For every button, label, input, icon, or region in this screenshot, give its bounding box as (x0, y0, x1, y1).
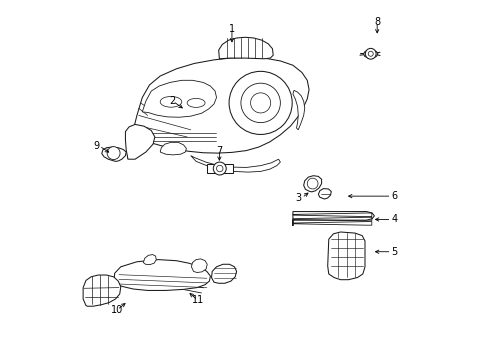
Text: 9: 9 (93, 141, 99, 151)
Text: 2: 2 (169, 96, 176, 106)
Polygon shape (83, 275, 121, 306)
Polygon shape (211, 264, 236, 283)
Text: 3: 3 (295, 193, 301, 203)
Polygon shape (303, 176, 321, 192)
Text: 4: 4 (391, 215, 397, 224)
Circle shape (250, 93, 270, 113)
Text: 7: 7 (216, 146, 222, 156)
Text: 10: 10 (111, 305, 123, 315)
Polygon shape (102, 147, 126, 161)
Text: 8: 8 (373, 17, 380, 27)
Circle shape (365, 48, 375, 59)
Polygon shape (190, 156, 280, 172)
Polygon shape (292, 213, 371, 217)
Polygon shape (160, 142, 186, 155)
Polygon shape (125, 125, 155, 159)
Polygon shape (363, 50, 377, 58)
Circle shape (213, 162, 226, 175)
Polygon shape (142, 80, 216, 117)
Ellipse shape (187, 98, 204, 107)
Ellipse shape (160, 96, 182, 107)
Text: 6: 6 (391, 191, 397, 201)
Polygon shape (292, 217, 371, 221)
Polygon shape (128, 57, 308, 158)
Polygon shape (292, 90, 304, 130)
Polygon shape (143, 255, 156, 265)
Circle shape (241, 83, 280, 123)
Polygon shape (206, 164, 233, 173)
Polygon shape (292, 222, 371, 225)
Text: 11: 11 (191, 295, 203, 305)
Polygon shape (318, 189, 330, 199)
Circle shape (306, 178, 317, 189)
Circle shape (367, 51, 372, 56)
Circle shape (228, 71, 292, 134)
Circle shape (216, 165, 223, 172)
Circle shape (107, 147, 120, 159)
Polygon shape (191, 259, 207, 273)
Polygon shape (327, 232, 364, 280)
Text: 1: 1 (228, 24, 235, 35)
Polygon shape (113, 260, 210, 291)
Polygon shape (218, 37, 273, 59)
Text: 5: 5 (391, 247, 397, 257)
